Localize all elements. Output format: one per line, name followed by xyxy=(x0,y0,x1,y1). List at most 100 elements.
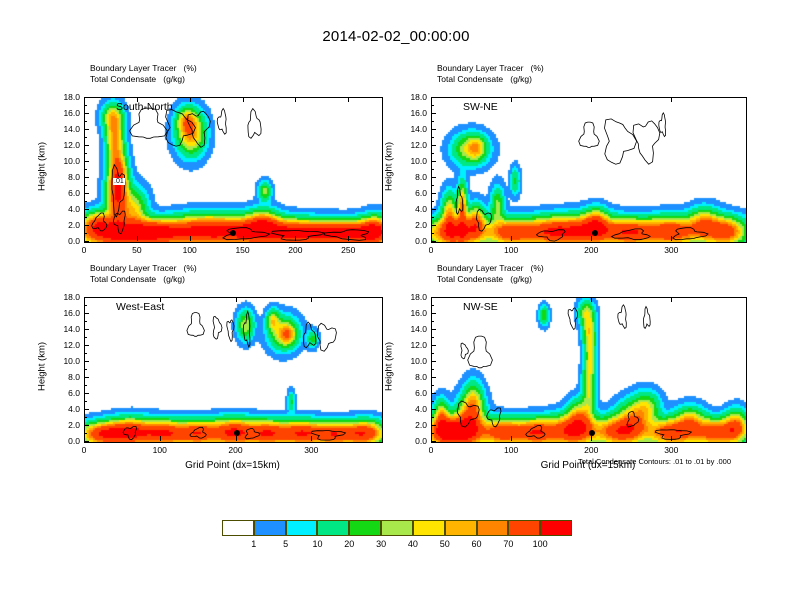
y-tick-label: 0.0 xyxy=(415,236,427,246)
y-tick-label: 12.0 xyxy=(410,340,427,350)
y-tick-label: 0.0 xyxy=(68,436,80,446)
y-tick-label: 4.0 xyxy=(415,404,427,414)
x-tick-mark-top xyxy=(235,297,237,302)
y-tick-label: 10.0 xyxy=(410,356,427,366)
x-tick-label: 50 xyxy=(132,245,142,255)
colorbar-tick-label: 10 xyxy=(312,539,323,549)
x-tick-label: 200 xyxy=(288,245,303,255)
colorbar-legend: 1 5 10 20 30 40 50 60 70 100 xyxy=(222,520,572,554)
y-minor-tick xyxy=(431,105,434,106)
y-minor-tick xyxy=(84,217,87,218)
x-tick-mark xyxy=(235,436,237,441)
header-condensate-line: Total Condensate (g/kg) xyxy=(437,73,532,84)
plot-area-sw-ne[interactable] xyxy=(431,97,747,243)
y-tick-mark xyxy=(431,377,436,378)
y-tick-label: 4.0 xyxy=(68,204,80,214)
y-tick-mark xyxy=(84,145,89,146)
x-tick-label: 200 xyxy=(228,445,243,455)
colorbar-tick-label: 1 xyxy=(251,539,257,549)
panel-label-sw-ne: SW-NE xyxy=(463,101,498,113)
y-tick-label: 8.0 xyxy=(415,172,427,182)
y-tick-mark xyxy=(84,361,89,362)
location-marker-dot xyxy=(589,430,596,436)
colorbar-cell xyxy=(381,520,413,536)
y-minor-tick xyxy=(431,233,434,234)
x-tick-mark xyxy=(431,236,432,241)
y-tick-mark xyxy=(84,97,89,98)
y-tick-mark xyxy=(431,425,436,426)
x-tick-mark xyxy=(671,436,673,441)
y-tick-mark xyxy=(431,313,436,314)
x-tick-label: 300 xyxy=(664,445,679,455)
y-minor-tick xyxy=(431,153,434,154)
y-minor-tick xyxy=(431,433,434,434)
colorbar-tick-label: 5 xyxy=(283,539,289,549)
y-tick-mark xyxy=(431,145,436,146)
condensate-contours-south-north xyxy=(91,107,370,241)
x-tick-mark-top xyxy=(84,97,85,102)
x-tick-mark-top xyxy=(295,97,297,102)
y-tick-mark xyxy=(431,113,436,114)
y-minor-tick xyxy=(84,369,87,370)
y-tick-label: 0.0 xyxy=(415,436,427,446)
y-tick-mark xyxy=(431,297,436,298)
location-marker-dot xyxy=(234,430,241,436)
colorbar-cell xyxy=(285,520,318,536)
x-tick-mark-top xyxy=(348,97,350,102)
x-tick-mark xyxy=(348,236,350,241)
panel-header-west-east: Boundary Layer Tracer (%) Total Condensat… xyxy=(90,263,197,284)
y-minor-tick xyxy=(84,233,87,234)
y-minor-tick xyxy=(431,385,434,386)
colorbar-cell xyxy=(412,520,445,536)
y-tick-label: 2.0 xyxy=(415,420,427,430)
y-tick-mark xyxy=(84,313,89,314)
y-tick-label: 16.0 xyxy=(63,308,80,318)
y-tick-label: 12.0 xyxy=(63,140,80,150)
y-minor-tick xyxy=(84,305,87,306)
colorbar-tick-label: 30 xyxy=(376,539,387,549)
y-tick-label: 8.0 xyxy=(68,372,80,382)
plot-area-south-north[interactable]: .01 xyxy=(84,97,383,243)
x-tick-label: 300 xyxy=(304,445,319,455)
header-tracer-line: Boundary Layer Tracer (%) xyxy=(90,263,197,273)
x-tick-mark xyxy=(671,236,673,241)
y-axis-title: Height (km) xyxy=(36,341,48,392)
y-minor-tick xyxy=(431,369,434,370)
header-tracer-line: Boundary Layer Tracer (%) xyxy=(437,263,544,273)
x-tick-mark-top xyxy=(189,97,191,102)
y-minor-tick xyxy=(84,169,87,170)
y-tick-label: 16.0 xyxy=(63,108,80,118)
x-tick-label: 100 xyxy=(152,445,167,455)
inline-contour-label: .01 xyxy=(113,178,125,185)
x-tick-mark xyxy=(84,436,85,441)
y-minor-tick xyxy=(84,337,87,338)
y-tick-mark xyxy=(431,345,436,346)
y-tick-label: 14.0 xyxy=(410,324,427,334)
y-tick-mark xyxy=(84,209,89,210)
y-tick-label: 4.0 xyxy=(415,204,427,214)
x-tick-mark-top xyxy=(511,97,513,102)
y-minor-tick xyxy=(84,121,87,122)
x-tick-label: 200 xyxy=(584,245,599,255)
y-tick-label: 16.0 xyxy=(410,308,427,318)
colorbar-cell xyxy=(508,520,541,536)
y-tick-mark xyxy=(84,225,89,226)
y-minor-tick xyxy=(84,417,87,418)
y-minor-tick xyxy=(84,321,87,322)
x-tick-label: 0 xyxy=(428,445,434,455)
x-tick-mark xyxy=(84,236,85,241)
plot-area-nw-se[interactable] xyxy=(431,297,747,443)
y-tick-mark xyxy=(431,209,436,210)
y-minor-tick xyxy=(431,321,434,322)
y-tick-label: 0.0 xyxy=(68,236,80,246)
y-tick-label: 6.0 xyxy=(68,188,80,198)
x-tick-mark-top xyxy=(431,97,432,102)
header-condensate-line: Total Condensate (g/kg) xyxy=(90,273,185,284)
y-minor-tick xyxy=(84,185,87,186)
y-tick-mark xyxy=(431,441,436,442)
plot-area-west-east[interactable] xyxy=(84,297,383,443)
y-minor-tick xyxy=(431,305,434,306)
x-tick-label: 0 xyxy=(81,445,87,455)
y-tick-label: 8.0 xyxy=(68,172,80,182)
y-minor-tick xyxy=(84,433,87,434)
